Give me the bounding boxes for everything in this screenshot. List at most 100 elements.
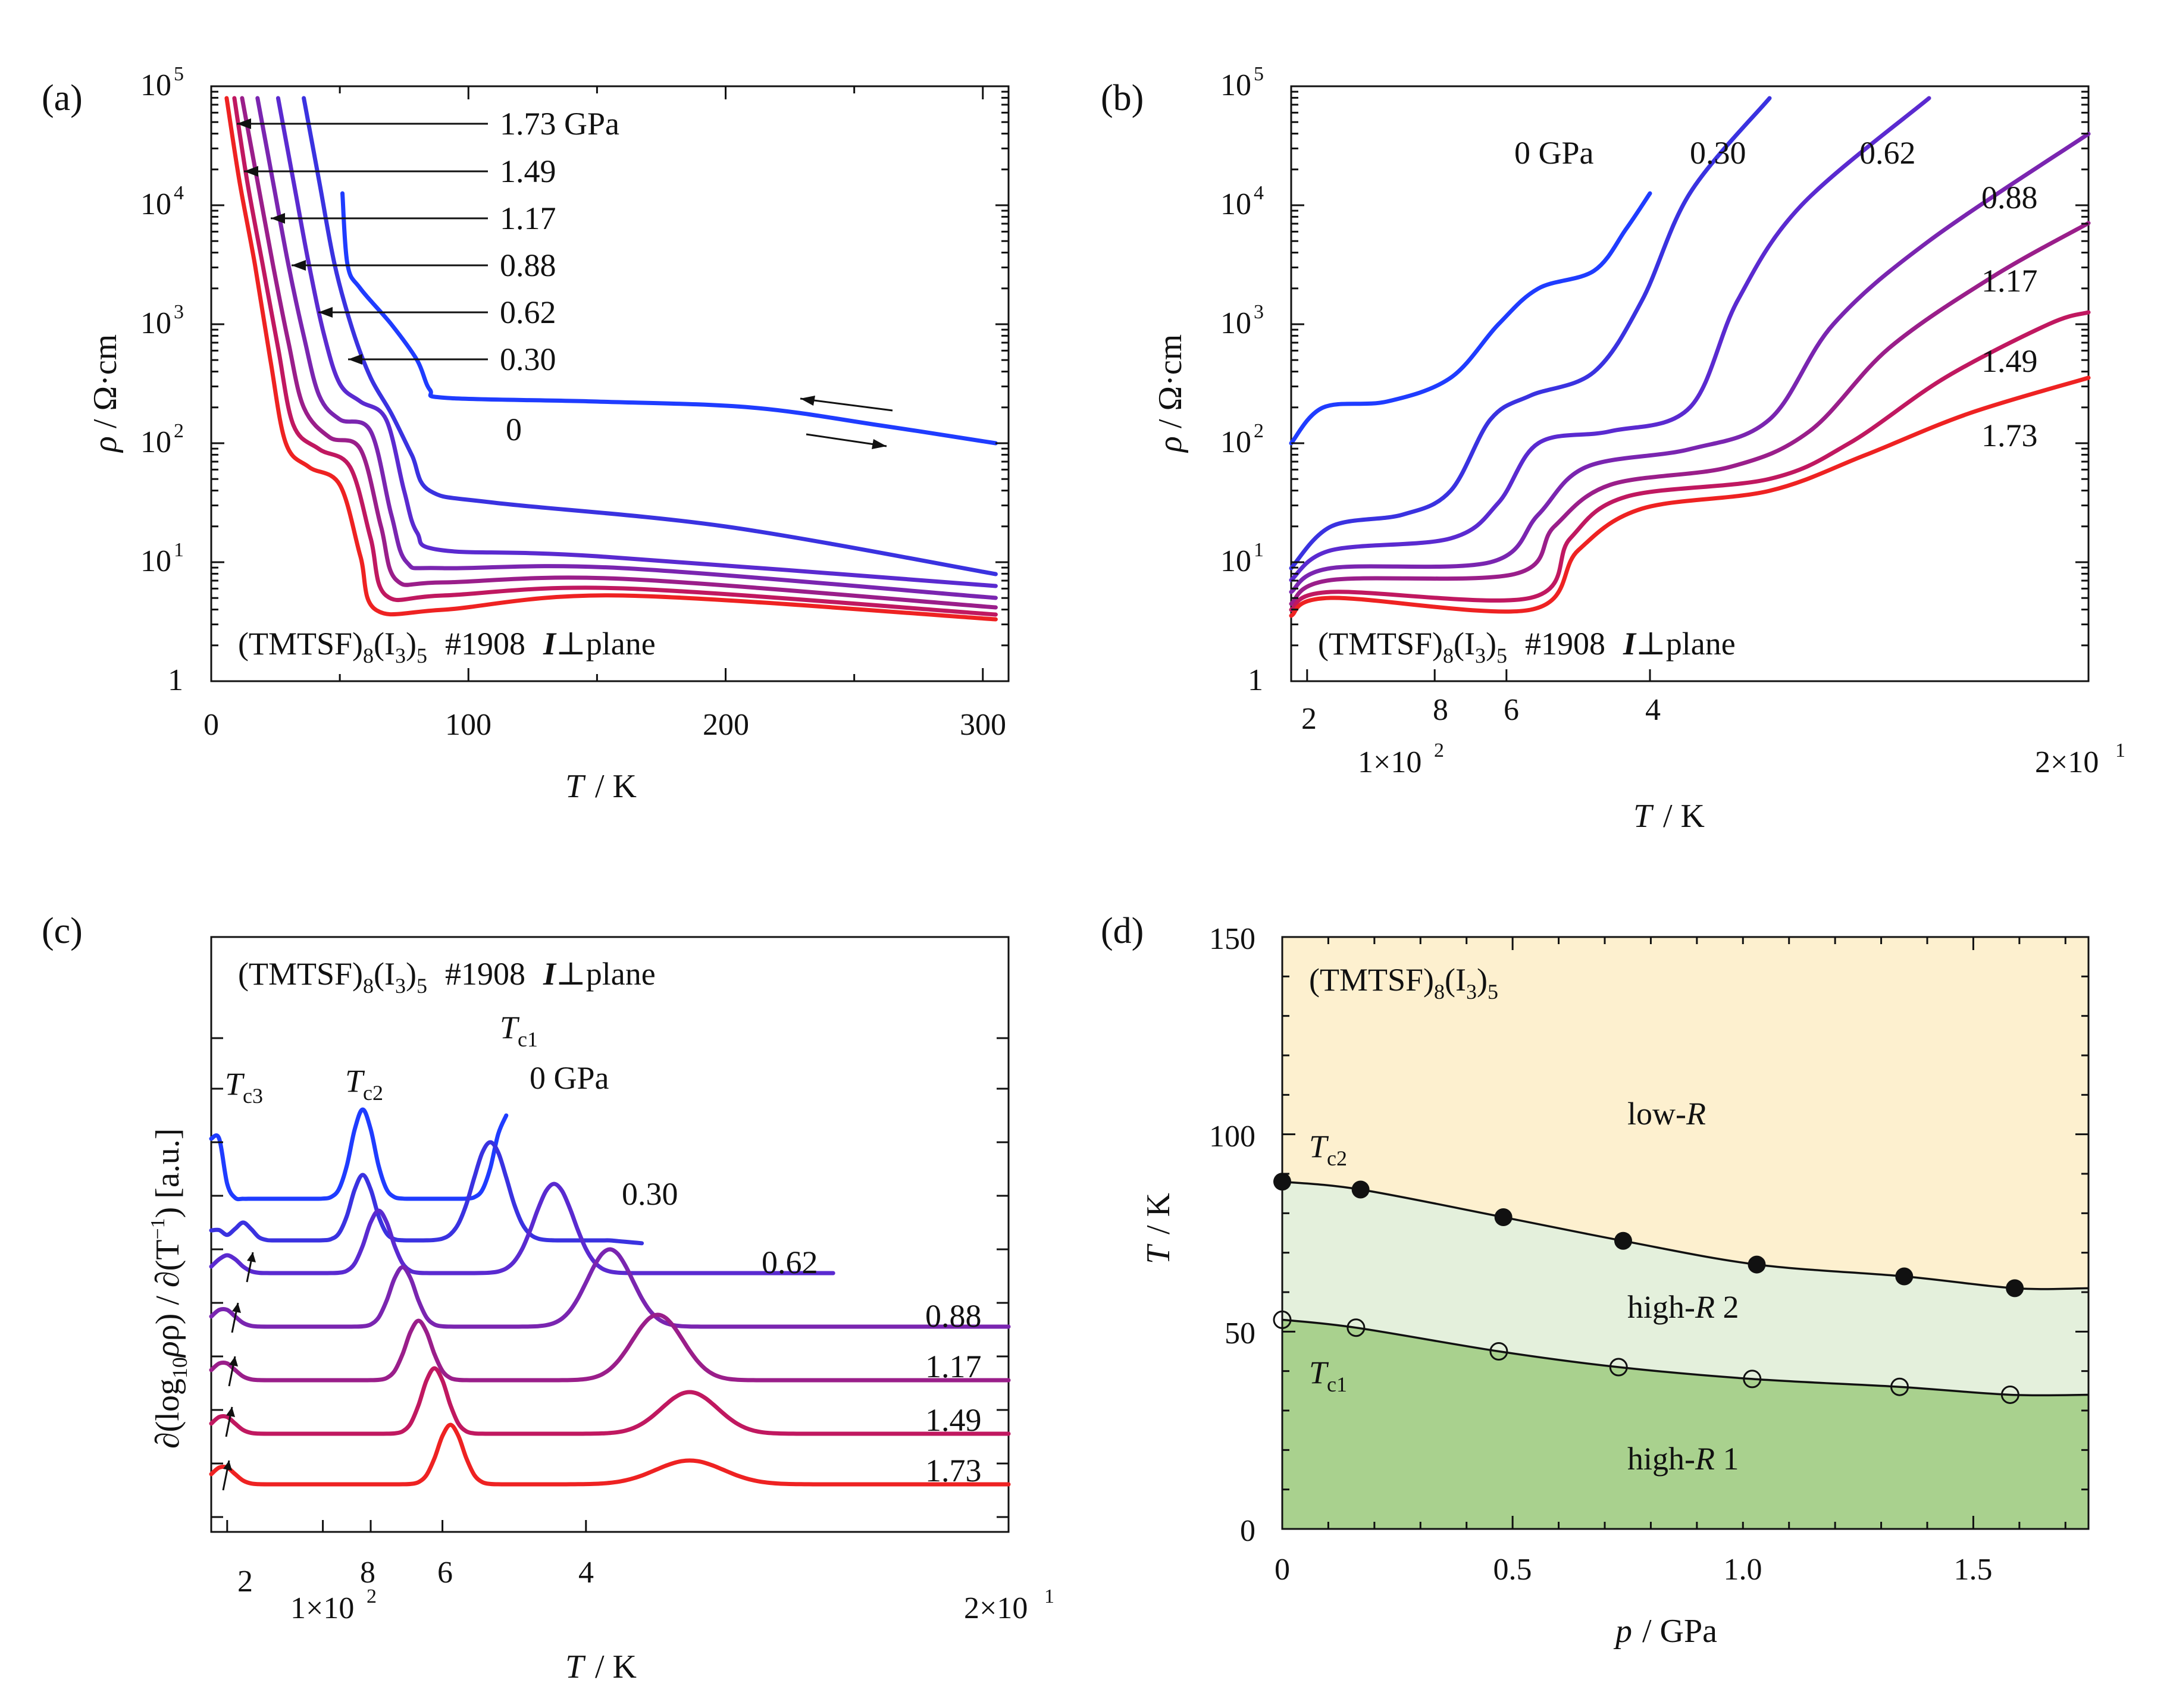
panel-a-label: (a) [42,78,83,118]
svg-text:ρ: ρ [1152,436,1189,453]
svg-text:10: 10 [1220,68,1251,102]
b-x-axis-label: T / K [1633,798,1705,835]
c-label-0.30: 0.30 [622,1176,678,1212]
c-label-0: 0 GPa [530,1060,609,1096]
b-label-1.17: 1.17 [1981,263,2038,299]
svg-text:T: T [565,768,586,805]
c-curve-1.49 [209,1366,1011,1436]
c-x-axis-label: T / K [565,1649,637,1685]
svg-text:10: 10 [1220,544,1251,578]
svg-text:2: 2 [367,1585,377,1607]
svg-text:1: 1 [174,539,184,561]
svg-text:3: 3 [174,301,184,323]
b-ytick-10-2: 10 2 [1220,420,1264,459]
svg-text:/ GPa: / GPa [1642,1613,1717,1650]
c-curve-1.73 [209,1422,1011,1487]
b-ytick-1: 1 [1248,663,1263,697]
panel-d-label: (d) [1101,911,1144,951]
b-xtick-6: 6 [1504,693,1519,727]
a-label-1.49: 1.49 [500,153,556,189]
panel-d-frame [1281,936,2090,1530]
a-arrowhead-0.30 [348,354,362,365]
svg-text:10: 10 [140,187,171,221]
b-sample-title: (TMTSF)8(I3)5 #1908 I⊥plane [1318,626,1736,667]
svg-text:∂(log10ρρ) / ∂(T−1) [a.u.]: ∂(log10ρρ) / ∂(T−1) [a.u.] [147,1129,192,1449]
d-point-tc2 [1273,1173,1291,1191]
d-title: (TMTSF)8(I3)5 [1309,962,1498,1004]
panel-d-ticks [1281,936,2088,1530]
svg-text:/ Ω·cm: / Ω·cm [1152,334,1189,428]
svg-text:5: 5 [1254,63,1264,85]
b-annotations: 0 GPa 0.30 0.62 0.88 1.17 1.49 1.73 [1514,135,2038,453]
svg-text:2×10: 2×10 [2035,745,2099,779]
d-label-tc2: Tc2 [1309,1129,1347,1170]
c-label-0.88: 0.88 [925,1298,982,1334]
b-xtick-1e2: 1×10 2 [1358,739,1444,779]
svg-text:1: 1 [1254,539,1264,561]
svg-text:2: 2 [1254,420,1264,442]
svg-text:1×10: 1×10 [1358,745,1421,779]
d-region-lowR: low-R [1627,1096,1706,1132]
c-tc3-arrowhead [247,1252,256,1262]
panel-b: (b) 1 10 1 10 2 10 3 10 4 10 5 2 8 6 4 1×10 2 … [1101,63,2125,835]
panel-b-label: (b) [1101,78,1144,118]
panel-d: (d) 0 50 100 150 0 0.5 1.0 1.5 p / GPa T… [1101,911,2090,1650]
d-region-highR1-fill [1282,1320,2088,1529]
a-series-1.17-GPa [240,96,998,610]
panel-c: (c) 2 8 6 4 1×10 2 2×10 1 T / K ∂(log10ρρ)… [42,911,1054,1685]
svg-text:10: 10 [1220,187,1251,221]
a-arrowhead-1.17 [271,213,285,224]
d-ytick-50: 50 [1225,1317,1255,1350]
b-ytick-10-1: 10 1 [1220,539,1264,578]
svg-text:/ K: / K [1140,1193,1177,1234]
d-point-tc2 [1494,1208,1513,1226]
a-warming-arrowhead [872,439,887,449]
a-x-axis-label: T / K [565,768,637,805]
a-label-0.62: 0.62 [500,294,556,330]
c-curve-0.30 [209,1140,644,1246]
b-xtick-2: 2 [1301,702,1317,736]
svg-text:3: 3 [1254,301,1264,323]
a-series-1.49-GPa [232,96,998,617]
c-tc3-arrowhead [229,1356,238,1367]
a-label-0.88: 0.88 [500,247,556,283]
a-ytick-1: 1 [168,663,183,697]
c-curve-0.88 [209,1247,1011,1329]
c-xtick-1e2: 1×10 2 [290,1585,377,1625]
b-ytick-10-4: 10 4 [1220,182,1264,221]
panel-c-ticks [211,1037,1010,1532]
a-sample-title: (TMTSF)8(I3)5 #1908 I⊥plane [238,626,656,667]
d-x-axis-label: p / GPa [1613,1613,1717,1650]
c-tc3-arrowhead [232,1303,241,1313]
c-tc3-arrowhead [223,1461,232,1471]
a-xtick-200: 200 [703,708,749,742]
b-curve-1.73 [1289,375,2091,618]
svg-text:ρ: ρ [87,436,124,453]
b-y-axis-label: ρ / Ω·cm [1152,334,1189,453]
panel-b-frame [1290,85,2090,682]
d-point-tc1 [2000,1385,2019,1404]
a-series-0.62-GPa [275,96,998,588]
b-curve-0 [1289,191,1652,446]
c-label-tc1: Tc1 [500,1010,538,1051]
b-label-1.73: 1.73 [1981,418,2038,453]
a-ytick-10-1: 10 1 [140,539,184,578]
a-arrowhead-0.62 [318,307,333,318]
a-xtick-100: 100 [445,708,491,742]
d-point-tc1 [1743,1369,1762,1389]
d-point-tc2 [1351,1180,1370,1199]
panel-a-ticks [210,86,1009,682]
svg-text:2: 2 [174,420,184,442]
c-xtick-8: 8 [360,1556,375,1590]
c-y-axis-label: ∂(log10ρρ) / ∂(T−1) [a.u.] [147,1129,192,1449]
b-label-1.49: 1.49 [1981,343,2038,379]
d-label-tc1: Tc1 [1309,1355,1347,1396]
b-curve-0.62 [1289,96,1931,582]
svg-text:10: 10 [140,425,171,459]
c-curve-0 [209,1107,509,1202]
d-point-tc1 [1609,1358,1628,1377]
a-series-0-GPa [340,191,998,446]
svg-text:4: 4 [1254,182,1264,204]
a-ytick-10-2: 10 2 [140,420,184,459]
